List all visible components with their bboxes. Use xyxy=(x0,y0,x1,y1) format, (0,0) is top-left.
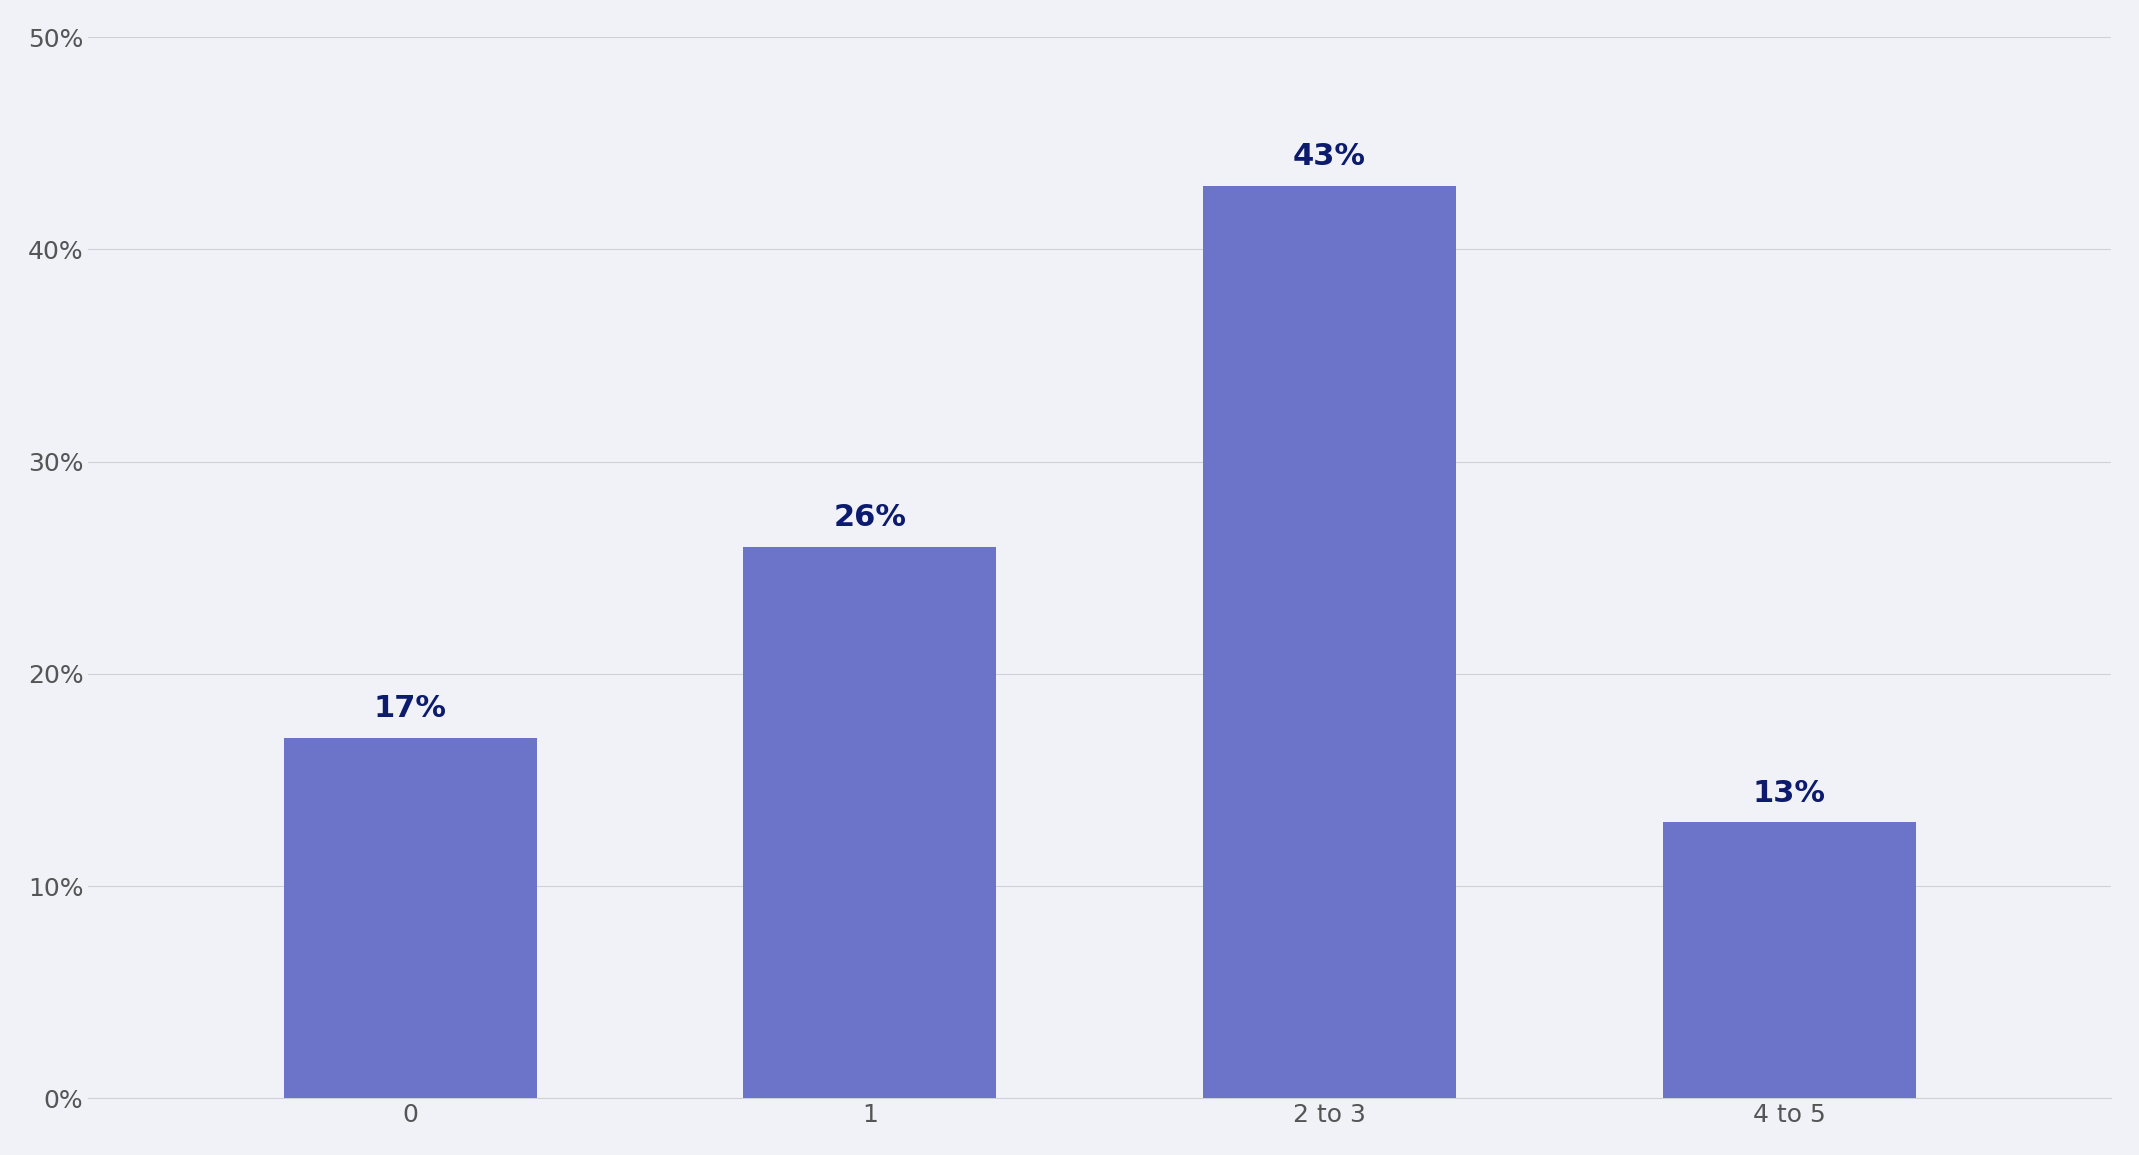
Bar xyxy=(1662,822,1917,1098)
Text: 43%: 43% xyxy=(1294,142,1367,171)
Bar xyxy=(744,546,997,1098)
Bar xyxy=(1204,186,1457,1098)
Text: 26%: 26% xyxy=(834,502,907,531)
Text: 13%: 13% xyxy=(1752,778,1827,807)
Bar xyxy=(284,738,537,1098)
Text: 17%: 17% xyxy=(374,694,447,723)
